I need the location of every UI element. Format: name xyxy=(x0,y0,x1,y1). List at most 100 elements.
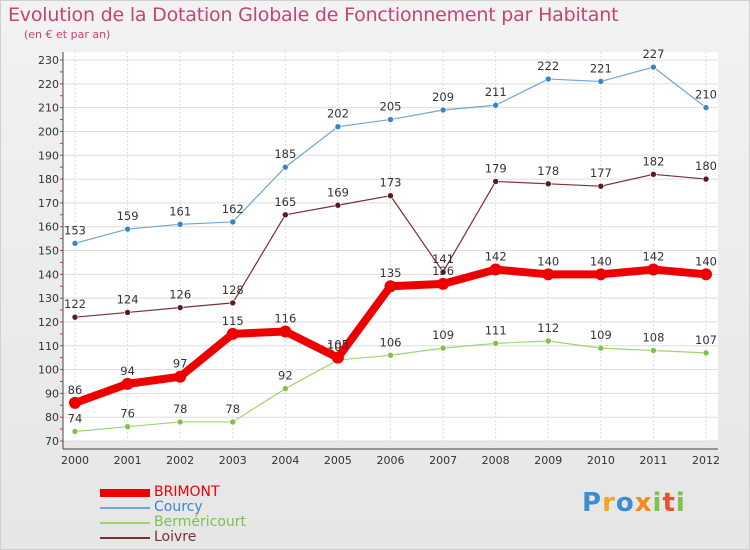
data-label: 135 xyxy=(380,266,402,280)
y-tick-label: 80 xyxy=(45,411,59,424)
logo-letter: x xyxy=(634,488,653,518)
data-point xyxy=(124,225,131,233)
y-tick-label: 70 xyxy=(45,435,59,448)
data-label: 128 xyxy=(222,283,244,297)
data-point xyxy=(334,123,342,130)
data-label: 76 xyxy=(120,407,135,421)
x-tick-label: 2011 xyxy=(639,454,667,467)
data-label: 159 xyxy=(117,209,139,223)
legend-item: Loivre xyxy=(100,530,300,545)
data-point xyxy=(702,104,710,111)
data-label: 141 xyxy=(432,252,454,266)
data-point xyxy=(437,277,450,290)
y-tick-label: 90 xyxy=(45,387,59,400)
data-point xyxy=(226,327,239,340)
data-point xyxy=(439,268,447,276)
data-label: 94 xyxy=(120,364,135,378)
data-label: 182 xyxy=(642,154,664,168)
x-tick-label: 2009 xyxy=(534,454,562,467)
data-label: 211 xyxy=(485,85,507,99)
data-point xyxy=(597,344,605,352)
data-label: 109 xyxy=(590,328,612,342)
data-point xyxy=(176,221,184,228)
legend-swatch xyxy=(100,522,150,524)
data-label: 177 xyxy=(590,166,612,180)
data-point xyxy=(439,106,447,114)
data-point xyxy=(69,396,81,409)
data-label: 202 xyxy=(327,107,349,121)
data-point xyxy=(331,351,344,364)
data-label: 126 xyxy=(169,288,191,302)
x-tick-label: 2002 xyxy=(166,454,194,467)
data-label: 92 xyxy=(278,369,293,383)
data-point xyxy=(650,347,657,354)
data-point xyxy=(647,263,660,276)
data-point xyxy=(597,182,605,190)
y-tick-label: 170 xyxy=(38,197,59,210)
data-label: 161 xyxy=(169,204,191,218)
data-point xyxy=(702,175,710,183)
data-label: 86 xyxy=(68,383,83,397)
data-point xyxy=(229,299,237,307)
x-tick-label: 2007 xyxy=(429,454,457,467)
data-point xyxy=(439,344,447,352)
data-point xyxy=(489,263,502,276)
y-tick-label: 220 xyxy=(38,78,59,91)
legend-swatch xyxy=(100,507,150,509)
data-label: 112 xyxy=(537,321,559,335)
proxiti-logo: Proxiti xyxy=(582,488,686,518)
data-label: 162 xyxy=(222,202,244,216)
data-label: 115 xyxy=(222,314,244,328)
data-label: 205 xyxy=(380,100,402,114)
data-label: 116 xyxy=(274,311,296,325)
data-point xyxy=(387,192,394,200)
x-tick-label: 2004 xyxy=(271,454,299,467)
data-point xyxy=(650,171,657,178)
y-tick-label: 160 xyxy=(38,221,59,234)
legend-label: Loivre xyxy=(154,529,197,545)
logo-letter: i xyxy=(675,488,686,518)
data-label: 111 xyxy=(485,323,507,337)
data-label: 227 xyxy=(642,47,664,61)
data-label: 178 xyxy=(537,164,559,178)
data-label: 185 xyxy=(274,147,296,161)
x-tick-label: 2006 xyxy=(377,454,405,467)
data-label: 180 xyxy=(695,159,717,173)
data-point xyxy=(384,280,397,293)
data-point xyxy=(544,180,552,188)
data-point xyxy=(121,377,134,390)
data-point xyxy=(176,304,184,311)
data-label: 142 xyxy=(642,250,664,264)
y-tick-label: 110 xyxy=(38,340,59,353)
x-tick-label: 2001 xyxy=(114,454,142,467)
data-point xyxy=(544,75,552,83)
logo-letter: o xyxy=(615,488,635,518)
legend-label: BRIMONT xyxy=(154,484,220,500)
data-label: 140 xyxy=(537,254,559,268)
data-point xyxy=(387,116,394,123)
data-point xyxy=(492,340,499,347)
y-tick-label: 130 xyxy=(38,292,59,305)
legend-label: Berméricourt xyxy=(154,514,247,530)
y-tick-label: 190 xyxy=(38,149,59,162)
data-point xyxy=(544,337,552,345)
data-label: 105 xyxy=(327,338,349,352)
x-tick-label: 2003 xyxy=(219,454,247,467)
data-point xyxy=(71,428,79,435)
data-point xyxy=(279,325,292,338)
data-point xyxy=(229,418,237,426)
data-point xyxy=(700,268,712,281)
y-tick-label: 140 xyxy=(38,268,59,281)
data-point xyxy=(124,423,131,431)
data-label: 222 xyxy=(537,59,559,73)
x-tick-label: 2005 xyxy=(324,454,352,467)
data-label: 153 xyxy=(64,223,86,237)
chart-title: Evolution de la Dotation Globale de Fonc… xyxy=(8,4,619,26)
legend-label: Courcy xyxy=(154,499,203,515)
logo-letter: P xyxy=(582,488,603,518)
legend-swatch xyxy=(100,537,150,539)
x-tick-label: 2010 xyxy=(587,454,615,467)
x-tick-label: 2000 xyxy=(61,454,89,467)
logo-letter: r xyxy=(602,488,616,518)
data-label: 108 xyxy=(642,331,664,345)
